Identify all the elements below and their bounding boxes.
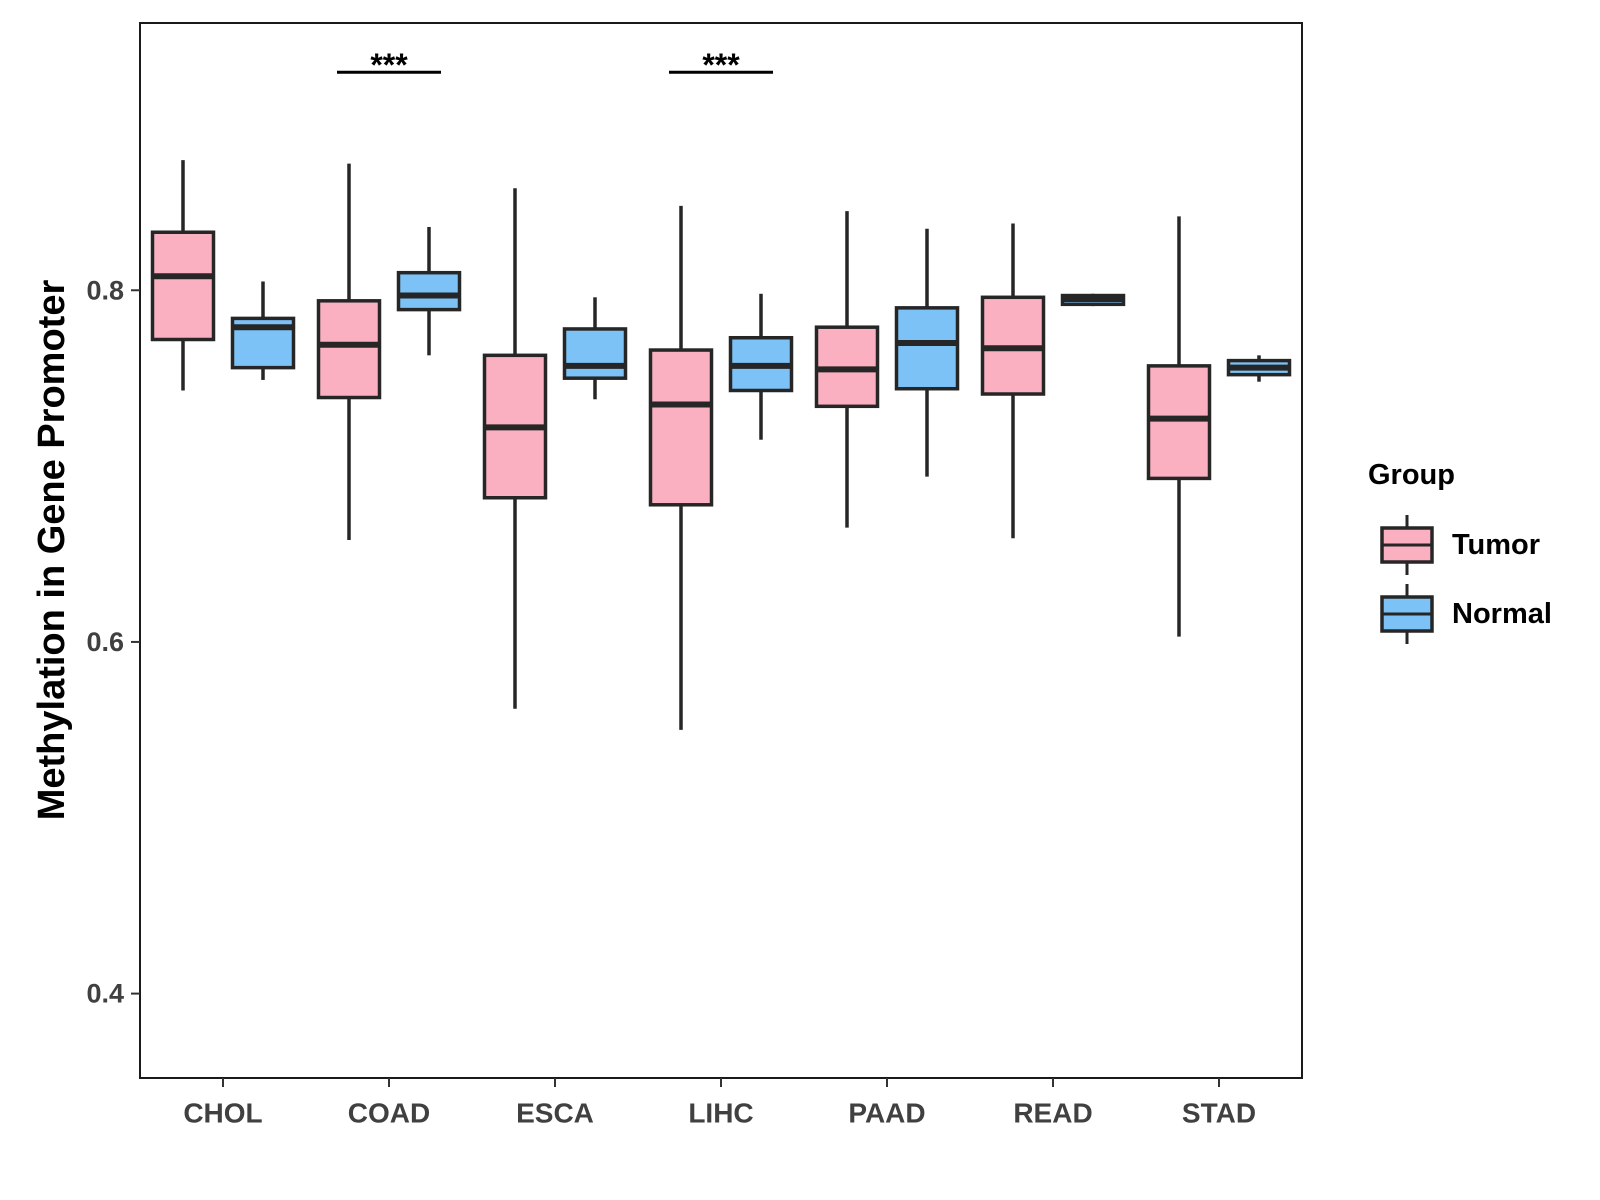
y-tick-label: 0.8	[86, 275, 124, 305]
box-normal-read	[1060, 293, 1126, 307]
x-tick-label: READ	[1013, 1098, 1092, 1129]
box-tumor-lihc	[648, 205, 714, 730]
y-axis-title: Methylation in Gene Promoter	[31, 280, 73, 821]
box-normal-lihc	[728, 293, 794, 440]
box-normal-stad	[1226, 355, 1292, 382]
y-axis: 0.4 0.6 0.8	[86, 275, 140, 1009]
box-tumor-read	[980, 223, 1046, 539]
plot-background	[140, 23, 1302, 1078]
box-normal-coad	[396, 226, 462, 356]
x-axis: CHOL COAD ESCA LIHC PAAD READ STAD	[183, 1078, 1256, 1129]
box-tumor-coad	[316, 163, 382, 540]
box-tumor-paad	[814, 211, 880, 528]
legend-item-tumor: Tumor	[1380, 515, 1540, 575]
significance-annotations: *** ***	[337, 47, 773, 83]
box-normal-paad	[894, 228, 960, 477]
box-tumor-stad	[1146, 216, 1212, 637]
y-tick-label: 0.6	[86, 627, 124, 657]
legend-label: Tumor	[1452, 529, 1540, 561]
box-normal-chol	[230, 281, 296, 380]
box-normal-esca	[562, 297, 628, 400]
y-tick-label: 0.4	[86, 979, 124, 1009]
x-tick-label: CHOL	[183, 1098, 262, 1129]
iqr-box	[150, 230, 216, 342]
x-tick-label: LIHC	[688, 1098, 753, 1129]
legend-title: Group	[1368, 459, 1455, 491]
x-tick-label: PAAD	[848, 1098, 925, 1129]
iqr-box	[396, 270, 462, 312]
x-tick-label: ESCA	[516, 1098, 594, 1129]
boxes-layer	[150, 160, 1292, 730]
x-tick-label: COAD	[348, 1098, 430, 1129]
iqr-box	[316, 299, 382, 400]
box-tumor-chol	[150, 160, 216, 391]
legend-label: Normal	[1452, 598, 1552, 630]
significance-label: ***	[370, 47, 408, 83]
legend: Group Tumor Normal	[1368, 459, 1552, 644]
box-tumor-esca	[482, 188, 548, 709]
significance-label: ***	[702, 47, 740, 83]
legend-item-normal: Normal	[1380, 584, 1552, 644]
iqr-box	[1146, 364, 1212, 481]
iqr-box	[648, 348, 714, 507]
x-tick-label: STAD	[1182, 1098, 1256, 1129]
iqr-box	[562, 327, 628, 380]
iqr-box	[894, 306, 960, 391]
